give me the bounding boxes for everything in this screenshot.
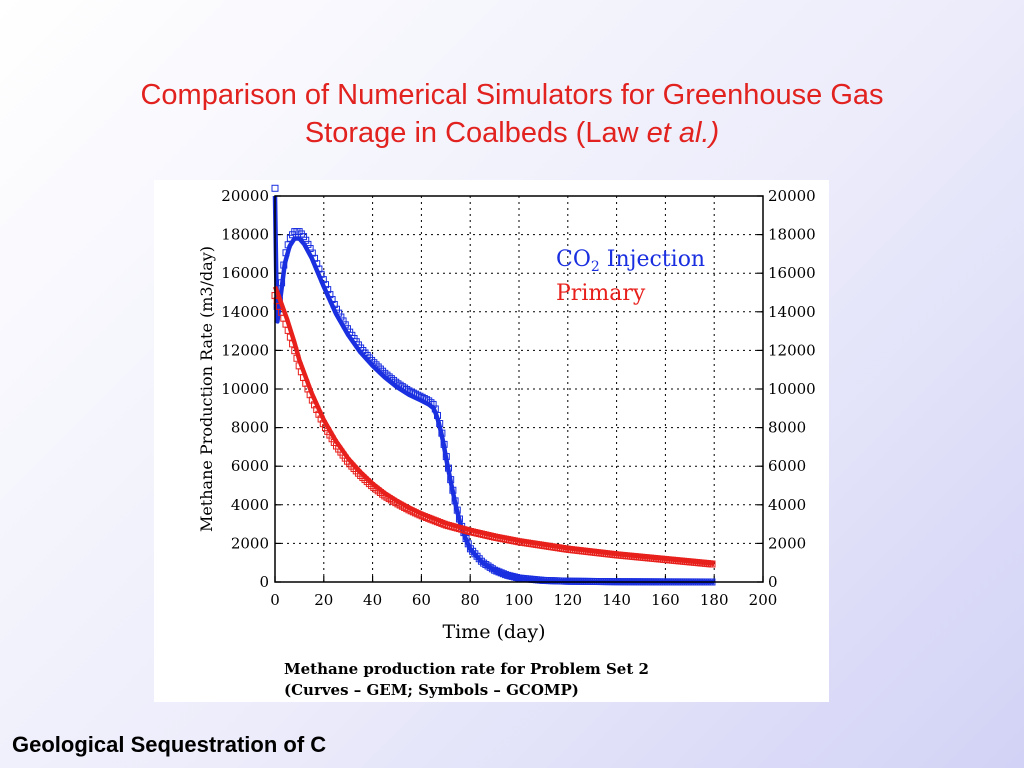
x-tick-label: 140 <box>602 591 631 609</box>
y-tick-label-left: 8000 <box>231 419 269 437</box>
x-tick-label: 80 <box>461 591 480 609</box>
plot-frame <box>274 195 764 583</box>
slide-title: Comparison of Numerical Simulators for G… <box>40 76 984 152</box>
x-tick-label: 160 <box>651 591 680 609</box>
x-tick-label: 40 <box>363 591 382 609</box>
slide-title-line-1: Comparison of Numerical Simulators for G… <box>140 79 884 111</box>
series-layer <box>271 184 716 586</box>
figure-panel: 0 0 2000 2000 4000 4000 6000 6000 8000 8000 10000 1… <box>154 180 829 702</box>
y-tick-label-right: 4000 <box>768 496 806 514</box>
legend-co2-prefix: CO <box>556 247 591 272</box>
y-tick-label-left: 10000 <box>221 380 269 398</box>
y-tick-label-left: 0 <box>259 573 269 591</box>
figure-caption-line-2: (Curves – GEM; Symbols – GCOMP) <box>284 681 579 699</box>
y-tick-label-right: 18000 <box>768 226 816 244</box>
legend-co2-subscript: 2 <box>591 259 600 275</box>
y-tick-label-right: 16000 <box>768 264 816 282</box>
legend-primary: Primary <box>556 281 646 306</box>
x-tick-label: 100 <box>505 591 534 609</box>
y-tick-label-right: 14000 <box>768 303 816 321</box>
y-tick-label-left: 12000 <box>221 341 269 359</box>
y-tick-label-left: 6000 <box>231 457 269 475</box>
data-point-co2-injection <box>271 184 279 192</box>
y-tick-label-right: 10000 <box>768 380 816 398</box>
data-point-co2-injection <box>295 228 303 236</box>
legend-co2-suffix: Injection <box>600 247 705 272</box>
y-tick-label-left: 16000 <box>221 264 269 282</box>
series-primary <box>271 285 716 568</box>
y-tick-label-left: 14000 <box>221 303 269 321</box>
x-tick-label: 60 <box>412 591 431 609</box>
footer-text: Geological Sequestration of C <box>12 732 327 757</box>
y-tick-label-left: 2000 <box>231 534 269 552</box>
y-tick-label-left: 4000 <box>231 496 269 514</box>
y-tick-label-left: 20000 <box>221 187 269 205</box>
x-axis-label: Time (day) <box>442 621 545 643</box>
series-line-co2-injection <box>272 195 715 585</box>
slide-title-line-2: Storage in Coalbeds (Law et al.) <box>40 114 984 152</box>
x-tick-label: 120 <box>553 591 582 609</box>
y-axis-label: Methane Production Rate (m3/day) <box>197 246 216 532</box>
series-line-primary <box>272 285 715 566</box>
slide-title-line-2-text: Storage in Coalbeds (Law <box>304 117 647 149</box>
y-tick-label-right: 6000 <box>768 457 806 475</box>
slide-title-et-al: et al.) <box>646 117 720 149</box>
y-tick-label-right: 2000 <box>768 534 806 552</box>
y-tick-label-right: 0 <box>768 573 778 591</box>
figure-caption-line-1: Methane production rate for Problem Set … <box>284 660 649 678</box>
y-tick-label-right: 12000 <box>768 341 816 359</box>
y-tick-label-right: 20000 <box>768 187 816 205</box>
legend-co2-injection: CO2 Injection <box>556 247 705 275</box>
y-tick-label-left: 18000 <box>221 226 269 244</box>
x-tick-label: 0 <box>270 591 280 609</box>
y-tick-label-right: 8000 <box>768 419 806 437</box>
x-tick-label: 20 <box>314 591 333 609</box>
series-co2-injection <box>271 184 716 586</box>
x-tick-label: 180 <box>700 591 729 609</box>
x-tick-label: 200 <box>749 591 778 609</box>
